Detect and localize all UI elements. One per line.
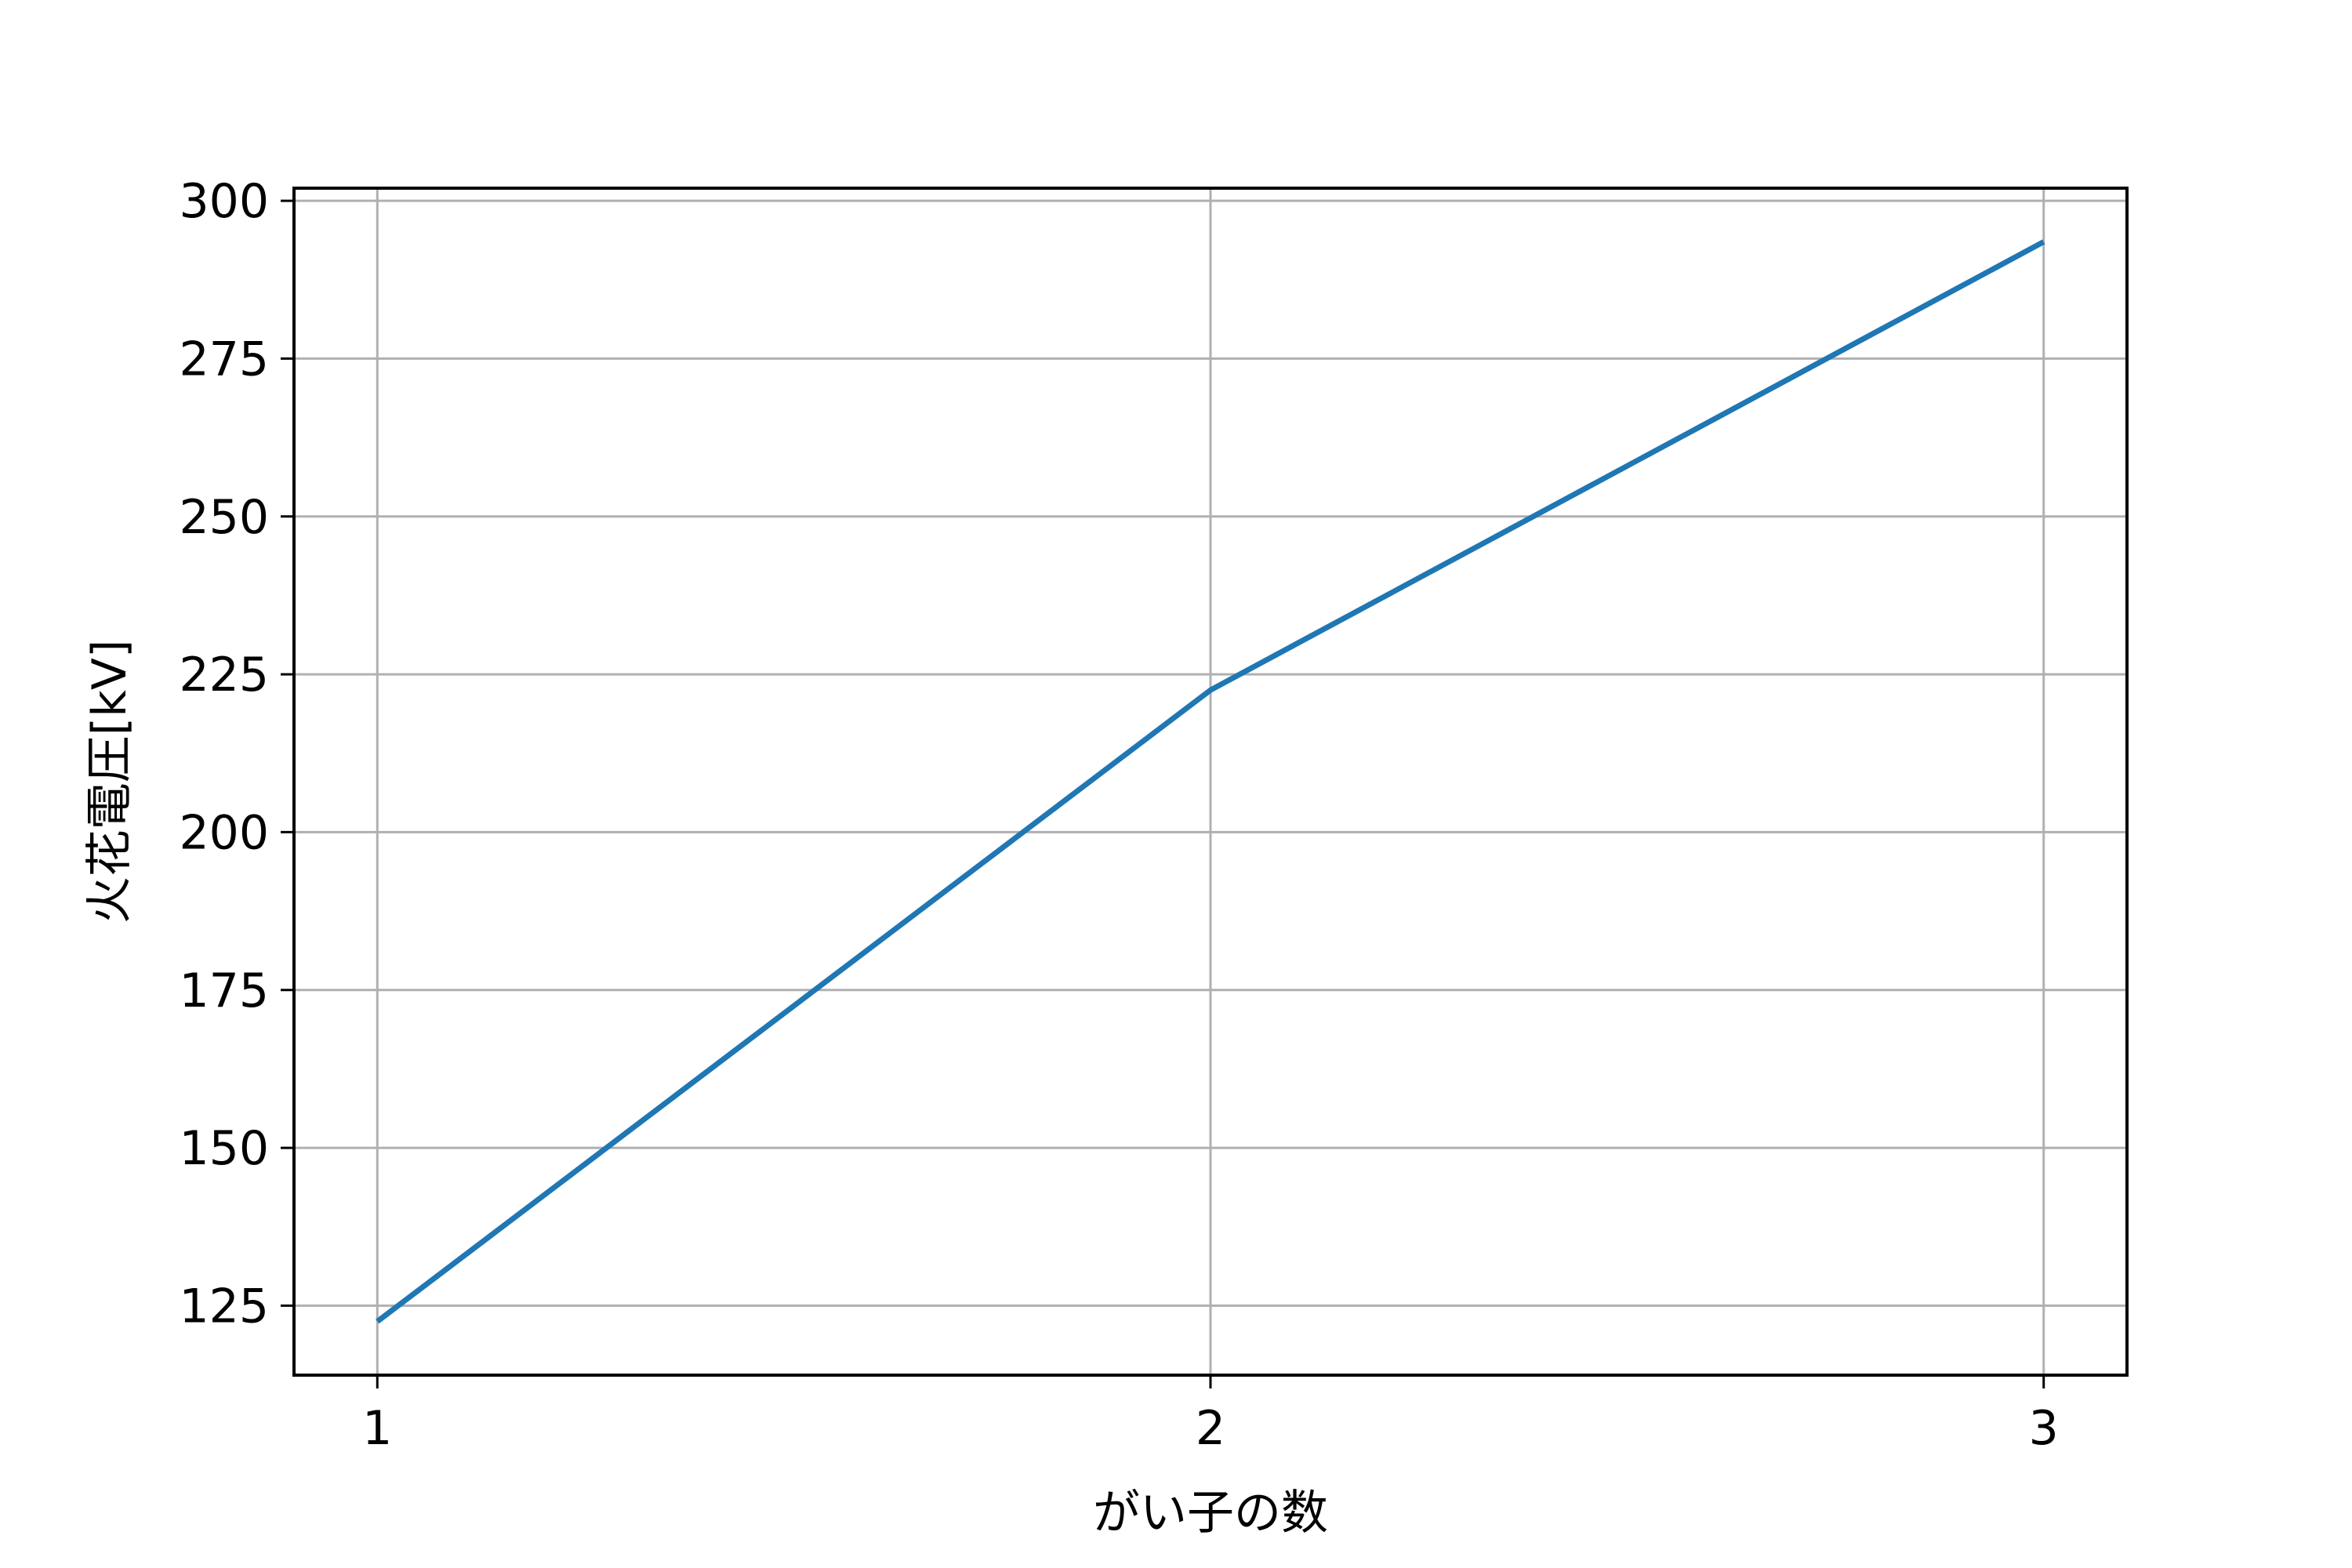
series-layer	[376, 239, 2045, 1324]
y-tick-label: 300	[179, 174, 269, 229]
y-tick-label: 275	[179, 332, 269, 387]
x-axis-ticks: 1 2 3	[362, 1375, 2059, 1456]
series-line	[376, 239, 2045, 1324]
x-tick-label: 3	[2029, 1401, 2059, 1456]
x-tick-label: 2	[1196, 1401, 1225, 1456]
y-tick-label: 175	[179, 964, 269, 1018]
x-axis-label: がい子の数	[1093, 1486, 1328, 1541]
x-tick-label: 1	[362, 1401, 392, 1456]
y-tick-label: 200	[179, 805, 269, 860]
y-tick-label: 225	[179, 648, 269, 702]
y-tick-label: 125	[179, 1279, 269, 1334]
y-axis-label: 火花電圧[kV]	[82, 640, 137, 924]
y-axis-ticks: 125 150 175 200 225 250 275 300	[179, 174, 294, 1334]
y-tick-label: 150	[179, 1121, 269, 1176]
y-tick-label: 250	[179, 490, 269, 545]
